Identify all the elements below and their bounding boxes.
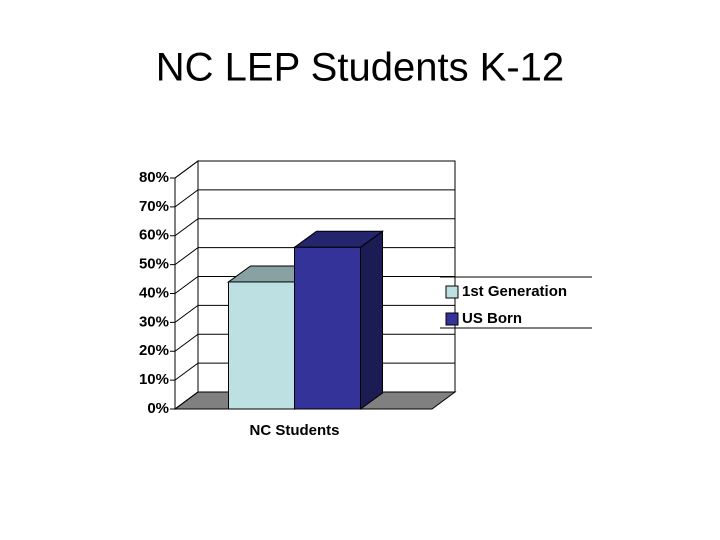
y-tick-label: 20% — [139, 342, 169, 359]
bar — [228, 281, 295, 410]
bar-side — [360, 230, 383, 410]
legend-swatch — [445, 285, 459, 299]
chart-title: NC LEP Students K-12 — [156, 46, 564, 90]
legend-label: US Born — [462, 310, 522, 327]
x-tick-label: NC Students — [250, 422, 340, 439]
legend-swatch — [445, 312, 459, 326]
y-tick-label: 10% — [139, 371, 169, 388]
y-tick-label: 50% — [139, 256, 169, 273]
y-tick-label: 80% — [139, 169, 169, 186]
y-tick-label: 60% — [139, 227, 169, 244]
grid-line — [174, 218, 455, 237]
bar — [294, 246, 361, 410]
y-tick-label: 0% — [147, 400, 169, 417]
grid-line — [174, 189, 455, 208]
legend-label: 1st Generation — [462, 283, 567, 300]
grid-line — [174, 160, 455, 179]
y-tick-label: 70% — [139, 198, 169, 215]
y-tick-label: 40% — [139, 284, 169, 301]
y-tick-label: 30% — [139, 313, 169, 330]
